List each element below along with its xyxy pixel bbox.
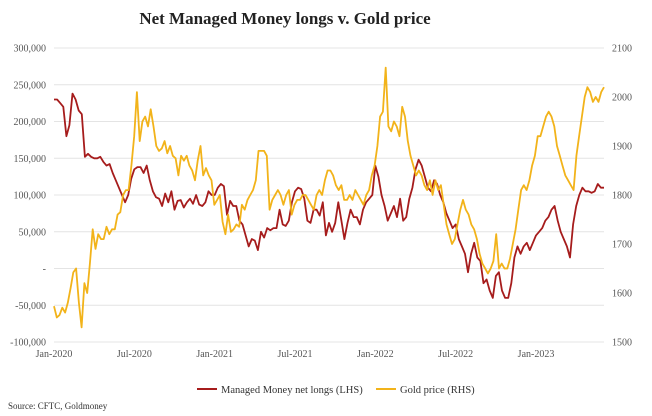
x-axis-ticks: Jan-2020 Jul-2020 Jan-2021 Jul-2021 Jan-2022… <box>36 349 555 360</box>
left-tick-label: - <box>43 264 46 275</box>
left-tick-label: -50,000 <box>15 301 46 312</box>
right-tick-label: 2100 <box>612 44 632 55</box>
gold-price-line <box>53 66 605 329</box>
x-tick-label: Jul-2022 <box>438 349 473 360</box>
right-tick-label: 1900 <box>612 142 632 153</box>
left-tick-label: 50,000 <box>19 227 47 238</box>
legend-label-managed-money: Managed Money net longs (LHS) <box>221 385 363 396</box>
x-tick-label: Jul-2021 <box>278 349 313 360</box>
right-tick-label: 1600 <box>612 289 632 300</box>
legend: Managed Money net longs (LHS) Gold price… <box>197 385 475 396</box>
legend-label-gold-price: Gold price (RHS) <box>400 385 475 396</box>
right-tick-label: 1700 <box>612 240 632 251</box>
x-tick-label: Jul-2020 <box>117 349 152 360</box>
left-tick-label: 250,000 <box>14 80 47 91</box>
right-tick-label: 2000 <box>612 93 632 104</box>
x-tick-label: Jan-2020 <box>36 349 73 360</box>
right-tick-label: 1500 <box>612 338 632 349</box>
left-tick-label: 100,000 <box>14 191 47 202</box>
source-note: Source: CFTC, Goldmoney <box>8 401 108 411</box>
x-tick-label: Jan-2022 <box>357 349 394 360</box>
chart-title: Net Managed Money longs v. Gold price <box>139 9 431 28</box>
x-tick-label: Jan-2021 <box>196 349 233 360</box>
left-tick-label: 300,000 <box>14 44 47 55</box>
left-tick-label: 200,000 <box>14 117 47 128</box>
managed-money-line <box>54 92 604 299</box>
x-tick-label: Jan-2023 <box>518 349 555 360</box>
left-tick-label: -100,000 <box>10 338 46 349</box>
series-lines <box>53 66 605 329</box>
right-tick-label: 1800 <box>612 191 632 202</box>
left-axis-ticks: -100,000-50,000-50,000100,000150,000200,… <box>10 44 46 349</box>
left-tick-label: 150,000 <box>14 154 47 165</box>
right-axis-ticks: 1500 1600 1700 1800 1900 2000 2100 <box>612 44 632 349</box>
